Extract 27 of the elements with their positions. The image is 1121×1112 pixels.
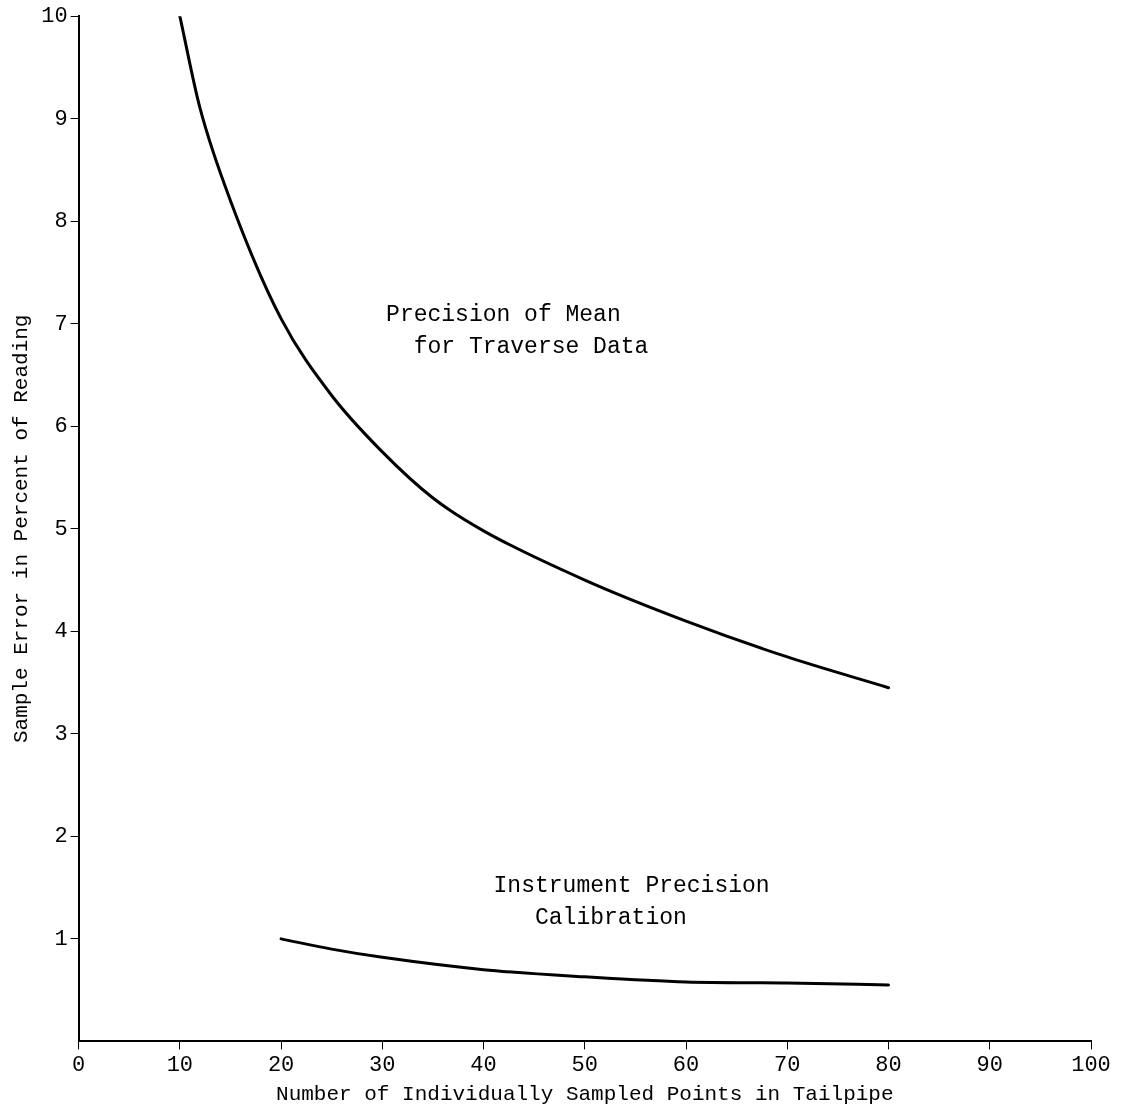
x-tick-label: 50 — [571, 1053, 599, 1079]
y-tick-label: 9 — [54, 106, 68, 132]
y-axis-title: Sample Error in Percent of Reading — [10, 314, 34, 744]
x-axis-title: Number of Individually Sampled Points in Tailpipe — [276, 1082, 894, 1106]
y-tick-label: 3 — [54, 721, 68, 747]
x-tick-label: 40 — [470, 1053, 497, 1079]
x-tick-label: 30 — [369, 1053, 396, 1079]
y-tick-label: 1 — [54, 926, 68, 952]
y-tick-label: 7 — [54, 311, 68, 337]
y-tick-label: 6 — [54, 414, 68, 440]
x-tick-label: 80 — [875, 1053, 902, 1079]
y-tick-label: 8 — [54, 209, 68, 235]
x-tick-label: 90 — [976, 1053, 1003, 1079]
y-tick-label: 4 — [54, 619, 68, 645]
y-tick-label: 2 — [54, 824, 68, 850]
text: Precision of Mean for Traverse Data — [386, 302, 649, 361]
y-tick-label: 10 — [41, 4, 68, 30]
y-tick-label: 5 — [54, 516, 68, 542]
x-tick-label: 10 — [166, 1053, 194, 1079]
series-label: Instrument Precision Calibration — [493, 873, 770, 932]
x-tick-label: 100 — [1071, 1053, 1111, 1079]
x-tick-label: 70 — [774, 1053, 801, 1079]
x-tick-label: 20 — [267, 1053, 295, 1079]
line-series — [279, 937, 891, 987]
line-series — [178, 16, 891, 690]
x-tick-label: 0 — [72, 1053, 86, 1079]
x-tick-label: 60 — [672, 1053, 700, 1079]
